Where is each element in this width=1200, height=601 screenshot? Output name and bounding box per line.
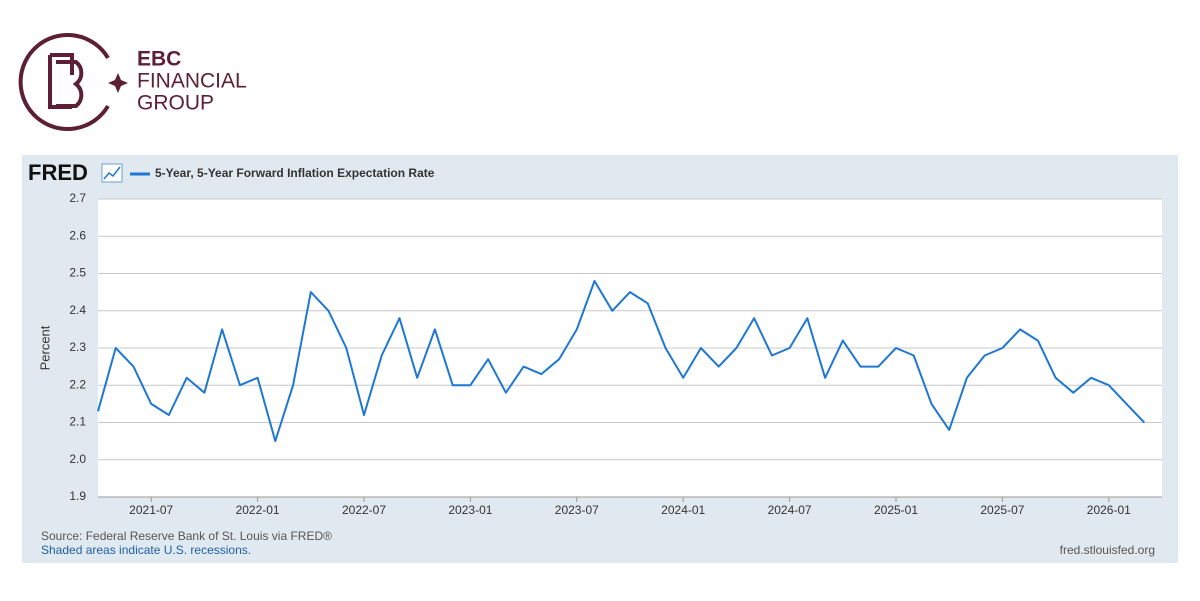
x-tick-label: 2024-07 xyxy=(768,503,812,517)
y-tick-label: 2.6 xyxy=(69,228,86,242)
y-tick-label: 1.9 xyxy=(69,489,86,503)
y-axis-label: Percent xyxy=(37,325,52,370)
series-line xyxy=(97,280,1146,443)
y-tick-label: 2.3 xyxy=(69,340,86,354)
x-tick-label: 2024-01 xyxy=(661,503,705,517)
y-tick-label: 2.7 xyxy=(69,191,86,205)
logo-line: FINANCIAL xyxy=(137,70,247,93)
source: Source: Federal Reserve Bank of St. Loui… xyxy=(41,529,332,543)
x-tick-label: 2025-01 xyxy=(874,503,918,517)
x-tick-label: 2022-07 xyxy=(342,503,386,517)
x-tick-label: 2026-01 xyxy=(1087,503,1131,517)
logo-line: GROUP xyxy=(137,92,214,115)
x-tick-label: 2025-07 xyxy=(980,503,1024,517)
site: fred.stlouisfed.org xyxy=(1060,543,1155,557)
y-tick-label: 2.2 xyxy=(69,377,86,391)
y-tick-label: 2.1 xyxy=(69,415,86,429)
y-tick-label: 2.4 xyxy=(69,303,86,317)
y-tick-label: 2.5 xyxy=(69,266,86,280)
brand: FRED xyxy=(28,160,88,185)
logo-name: EBC xyxy=(137,48,181,71)
x-tick-label: 2021-07 xyxy=(129,503,173,517)
x-tick-label: 2022-01 xyxy=(236,503,280,517)
legend-label: 5-Year, 5-Year Forward Inflation Expecta… xyxy=(155,166,435,180)
note: Shaded areas indicate U.S. recessions. xyxy=(41,543,251,557)
x-tick-label: 2023-01 xyxy=(448,503,492,517)
y-tick-label: 2.0 xyxy=(69,452,86,466)
logo-icon xyxy=(18,33,128,131)
brand-icon xyxy=(101,163,123,183)
x-tick-label: 2023-07 xyxy=(555,503,599,517)
